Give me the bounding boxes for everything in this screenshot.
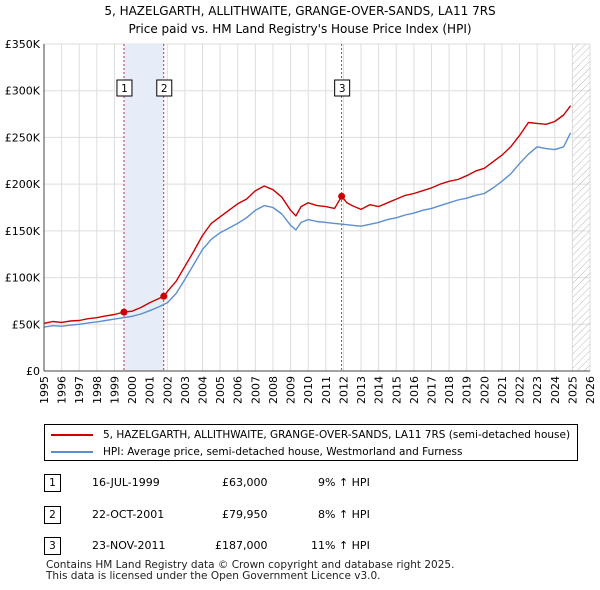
sale-price: £187,000 (215, 539, 268, 552)
footer-line-1: Contains HM Land Registry data © Crown c… (46, 559, 455, 571)
x-tick-label: 2020 (478, 376, 491, 404)
sale-number: 2 (44, 506, 61, 524)
x-tick-label: 1999 (108, 376, 121, 404)
x-tick-label: 2010 (302, 376, 315, 404)
x-tick-label: 2015 (390, 376, 403, 404)
x-tick-label: 2016 (408, 376, 421, 404)
sale-date: 23-NOV-2011 (92, 539, 166, 552)
x-tick-label: 2000 (126, 376, 139, 404)
chart-title: 5, HAZELGARTH, ALLITHWAITE, GRANGE-OVER-… (0, 2, 600, 38)
x-tick-label: 2021 (496, 376, 509, 404)
sale-number: 1 (44, 474, 61, 492)
forecast-hatch (572, 44, 590, 371)
price-chart: 1 2 3 £0 £50K £100K £150K £200K £250K £300K £350K… (5, 38, 597, 404)
sale-number-box (156, 79, 173, 97)
legend-item-property: 5, HAZELGARTH, ALLITHWAITE, GRANGE-OVER-… (51, 427, 570, 443)
footer-line-2: This data is licensed under the Open Gov… (46, 570, 381, 582)
x-tick-label: 1998 (91, 376, 104, 404)
sale-point (120, 308, 128, 316)
y-tick-label: £200K (5, 178, 41, 191)
title-line-1: 5, HAZELGARTH, ALLITHWAITE, GRANGE-OVER-… (104, 4, 496, 18)
x-tick-label: 2008 (267, 376, 280, 404)
x-tick-label: 2002 (161, 376, 174, 404)
x-tick-label: 2011 (320, 376, 333, 404)
sale-point (338, 192, 346, 200)
sale-price: £79,950 (222, 508, 268, 521)
sale-number-box (334, 79, 351, 97)
marker-layer: 1 2 3 (116, 79, 351, 316)
y-tick-label: £150K (5, 225, 41, 238)
axis-layer: £0 £50K £100K £150K £200K £250K £300K £350K 1995… (5, 38, 597, 404)
sale-hpi: 9% ↑ HPI (318, 476, 370, 489)
x-tick-label: 2012 (337, 376, 350, 404)
sale-hpi: 11% ↑ HPI (311, 539, 370, 552)
y-tick-label: £50K (12, 318, 41, 331)
legend-swatch-hpi (51, 451, 93, 453)
x-tick-label: 2019 (461, 376, 474, 404)
hpi-line (44, 132, 572, 328)
x-tick-label: 2003 (179, 376, 192, 404)
sale-date: 22-OCT-2001 (92, 508, 165, 521)
x-tick-label: 2018 (443, 376, 456, 404)
sale-number-label: 2 (161, 83, 168, 95)
x-tick-label: 2023 (531, 376, 544, 404)
x-tick-label: 2001 (144, 376, 157, 404)
x-tick-label: 1996 (56, 376, 69, 404)
sale-row: 3 23-NOV-2011 £187,000 11% ↑ HPI (44, 537, 404, 555)
sale-number-label: 1 (121, 83, 128, 95)
chart-legend: 5, HAZELGARTH, ALLITHWAITE, GRANGE-OVER-… (44, 424, 578, 461)
x-tick-label: 2022 (514, 376, 527, 404)
series-layer (44, 105, 572, 328)
property-price-line (44, 105, 572, 325)
sale-row: 2 22-OCT-2001 £79,950 8% ↑ HPI (44, 506, 404, 524)
x-tick-label: 2009 (285, 376, 298, 404)
sale-price: £63,000 (222, 476, 268, 489)
x-tick-label: 2026 (584, 376, 597, 404)
sale-hpi: 8% ↑ HPI (318, 508, 370, 521)
footer-attribution: Contains HM Land Registry data © Crown c… (46, 560, 454, 582)
x-tick-label: 2014 (373, 376, 386, 404)
y-tick-label: £100K (5, 272, 41, 285)
title-line-2: Price paid vs. HM Land Registry's House … (128, 22, 472, 36)
y-tick-label: £0 (26, 365, 40, 378)
legend-item-hpi: HPI: Average price, semi-detached house,… (51, 444, 462, 460)
x-tick-label: 2017 (425, 376, 438, 404)
y-tick-label: £250K (5, 131, 41, 144)
sale-row: 1 16-JUL-1999 £63,000 9% ↑ HPI (44, 474, 404, 492)
x-tick-label: 2007 (249, 376, 262, 404)
legend-swatch-property (51, 434, 93, 436)
sale-number: 3 (44, 537, 61, 555)
x-tick-label: 1997 (73, 376, 86, 404)
sale-number-label: 3 (339, 83, 346, 95)
x-tick-label: 2013 (355, 376, 368, 404)
grid-layer (43, 43, 591, 372)
legend-label-property: 5, HAZELGARTH, ALLITHWAITE, GRANGE-OVER-… (103, 429, 571, 441)
sale-number-box (116, 79, 133, 97)
x-tick-label: 2006 (232, 376, 245, 404)
x-tick-label: 2025 (566, 376, 579, 404)
x-tick-label: 1995 (38, 376, 51, 404)
x-tick-label: 2004 (197, 376, 210, 404)
x-tick-label: 2005 (214, 376, 227, 404)
sale-point (160, 292, 168, 300)
x-tick-label: 2024 (549, 376, 562, 404)
legend-label-hpi: HPI: Average price, semi-detached house,… (103, 446, 463, 458)
shade-layer (123, 44, 590, 371)
y-tick-label: £300K (5, 85, 41, 98)
y-tick-label: £350K (5, 38, 41, 51)
sale-date: 16-JUL-1999 (92, 476, 160, 489)
